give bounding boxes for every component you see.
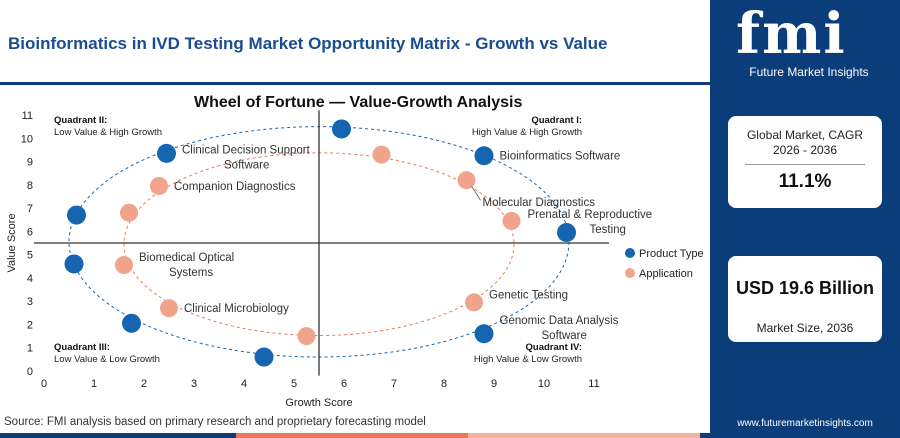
point-label: Biomedical Optical Systems — [139, 252, 234, 279]
x-tick-label: 8 — [441, 378, 447, 390]
application-point — [465, 293, 483, 312]
point-label: Bioinformatics Software — [500, 151, 621, 163]
application-point — [502, 211, 521, 230]
y-axis-label: Value Score — [6, 213, 18, 272]
product-type-point — [67, 205, 86, 225]
product-type-point — [474, 324, 494, 344]
fmi-logo[interactable]: fmi Future Market Insights — [710, 0, 900, 82]
quadrant-description: High Value & High Growth — [472, 127, 582, 138]
header-divider — [0, 82, 710, 85]
footer-segment — [0, 433, 236, 438]
x-tick-label: 5 — [291, 378, 297, 390]
x-tick-label: 6 — [341, 378, 347, 390]
sidebar: fmi Future Market Insights Global Market… — [710, 0, 900, 438]
point-label: Genetic Testing — [489, 289, 568, 301]
quadrant-description: High Value & Low Growth — [474, 354, 582, 365]
legend-marker-application — [625, 268, 635, 278]
point-label: Genomic Data Analysis Software — [500, 315, 619, 342]
y-tick-label: 1 — [27, 343, 33, 355]
y-tick-label: 10 — [21, 133, 33, 145]
cagr-value: 11.1% — [778, 171, 832, 192]
footer-segment — [700, 433, 710, 438]
website-link[interactable]: www.futuremarketinsights.com — [737, 418, 873, 429]
label-leader-line — [471, 185, 481, 201]
x-axis-label: Growth Score — [285, 397, 352, 409]
chart-panel: Wheel of Fortune — Value-Growth Analysis… — [2, 88, 708, 410]
product-type-point — [122, 313, 141, 333]
footer-segment — [236, 433, 468, 438]
product-type-point — [332, 119, 351, 139]
legend-label: Product Type — [639, 248, 704, 260]
quadrant-name: Quadrant I: — [531, 115, 582, 126]
logo-wordmark: fmi — [736, 1, 847, 67]
market-size-value: USD 19.6 Billion — [735, 278, 875, 298]
product-type-point — [254, 347, 274, 367]
application-point — [297, 327, 316, 346]
point-label: Companion Diagnostics — [174, 181, 296, 193]
market-size-label: Market Size, 2036 — [756, 321, 854, 335]
quadrant-name: Quadrant II: — [54, 115, 107, 126]
quadrant-description: Low Value & Low Growth — [54, 354, 160, 365]
y-tick-label: 7 — [27, 203, 33, 215]
x-tick-label: 9 — [491, 378, 497, 390]
x-tick-label: 0 — [41, 378, 47, 390]
legend-marker-product-type — [625, 248, 635, 258]
application-point — [457, 171, 476, 190]
y-tick-label: 9 — [27, 157, 33, 169]
application-point — [120, 203, 138, 222]
product-type-point — [557, 223, 576, 243]
product-type-point — [64, 254, 84, 274]
x-tick-label: 7 — [391, 378, 397, 390]
y-tick-label: 5 — [27, 250, 33, 262]
cagr-label: Global Market, CAGR 2026 - 2036 — [746, 128, 864, 157]
card-divider — [745, 164, 865, 165]
product-type-point — [474, 146, 494, 166]
x-tick-label: 10 — [538, 378, 550, 390]
quadrant-name: Quadrant IV: — [526, 342, 582, 353]
product-type-point — [157, 143, 176, 163]
y-tick-label: 0 — [27, 366, 33, 378]
y-tick-label: 6 — [27, 226, 33, 238]
y-tick-label: 8 — [27, 180, 33, 192]
application-point — [160, 299, 178, 318]
point-label: Molecular Diagnostics — [483, 197, 596, 209]
application-point — [372, 145, 391, 164]
x-tick-label: 1 — [91, 378, 97, 390]
x-tick-label: 3 — [191, 378, 197, 390]
point-label: Prenatal & Reproductive Testing — [528, 209, 653, 236]
logo-subtitle: Future Market Insights — [749, 65, 869, 79]
y-tick-label: 11 — [22, 110, 33, 122]
cagr-card: Global Market, CAGR 2026 - 2036 11.1% — [728, 116, 882, 208]
application-point — [150, 176, 168, 195]
footer-segment — [468, 433, 700, 438]
point-label: Clinical Microbiology — [184, 303, 289, 315]
source-note: Source: FMI analysis based on primary re… — [4, 416, 426, 428]
point-label: Clinical Decision Support Software — [182, 144, 311, 171]
page-title: Bioinformatics in IVD Testing Market Opp… — [8, 34, 608, 53]
legend-label: Application — [639, 268, 693, 280]
x-tick-label: 11 — [588, 378, 599, 390]
quadrant-description: Low Value & High Growth — [54, 127, 162, 138]
x-tick-label: 4 — [241, 378, 247, 390]
opportunity-matrix-chart: 0 1 2 3 4 5 6 7 8 9 10 11 0 1 2 3 4 5 6 7 8 9 10 11 Growth Score… — [6, 110, 704, 409]
chart-title: Wheel of Fortune — Value-Growth Analysis — [194, 94, 523, 111]
footer-color-bar — [0, 433, 710, 438]
x-tick-label: 2 — [141, 378, 147, 390]
application-point — [115, 256, 133, 275]
market-size-card: USD 19.6 Billion Market Size, 2036 — [728, 256, 882, 342]
y-tick-label: 4 — [27, 273, 33, 285]
quadrant-name: Quadrant III: — [54, 342, 110, 353]
y-tick-label: 2 — [27, 319, 33, 331]
header: Bioinformatics in IVD Testing Market Opp… — [0, 0, 710, 82]
y-tick-label: 3 — [27, 296, 33, 308]
